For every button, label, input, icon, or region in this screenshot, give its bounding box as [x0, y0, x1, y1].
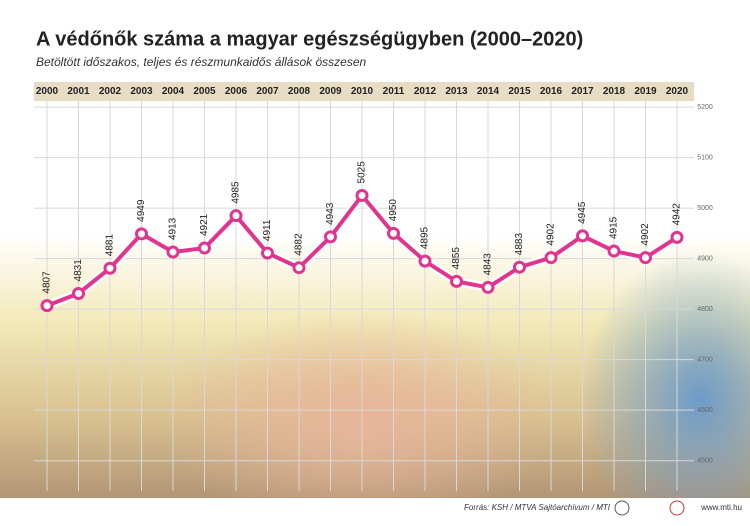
source: Forrás: KSH / MTVA Sajtóarchívum / MTI [464, 503, 611, 512]
photo-sleeve [580, 250, 750, 526]
marker [261, 246, 274, 260]
marker [166, 245, 180, 259]
chart-title: A védőnők száma a magyar egészségügyben … [36, 28, 583, 50]
y-tick-label: 4800 [697, 306, 713, 313]
data-label: 4882 [294, 233, 305, 256]
marker [229, 209, 243, 223]
data-label: 4843 [483, 253, 494, 276]
data-label: 4985 [231, 181, 242, 204]
data-label: 4831 [73, 259, 84, 282]
data-label: 4921 [199, 213, 210, 236]
marker [544, 251, 558, 265]
chart-subtitle: Betöltött időszakos, teljes és részmunka… [36, 55, 366, 69]
x-tick-label: 2001 [67, 86, 90, 97]
x-tick-label: 2003 [130, 86, 153, 97]
marker [135, 227, 148, 241]
x-tick-label: 2007 [256, 86, 279, 97]
data-label: 4902 [640, 223, 651, 246]
data-label: 4881 [105, 234, 116, 257]
marker [481, 280, 495, 294]
data-label: 4949 [136, 199, 147, 222]
marker [324, 230, 337, 244]
x-tick-label: 2020 [666, 86, 689, 97]
x-tick-label: 2004 [162, 86, 185, 97]
data-label: 4883 [514, 233, 525, 256]
y-tick-label: 5200 [697, 104, 713, 111]
marker [576, 229, 589, 243]
data-label: 4895 [420, 226, 431, 249]
data-label: 5025 [357, 161, 368, 184]
x-tick-label: 2002 [99, 86, 122, 97]
data-label: 4950 [388, 199, 399, 222]
x-tick-label: 2018 [603, 86, 626, 97]
marker [607, 244, 621, 258]
y-tick-label: 4600 [697, 407, 713, 414]
marker [103, 261, 117, 275]
marker [418, 254, 432, 268]
marker [72, 286, 85, 300]
x-tick-label: 2000 [36, 86, 59, 97]
year-band [34, 82, 694, 101]
data-label: 4902 [546, 223, 557, 246]
marker [387, 226, 400, 240]
footer-band [0, 498, 750, 521]
data-label: 4807 [42, 271, 53, 294]
x-tick-label: 2014 [477, 86, 500, 97]
x-tick-label: 2016 [540, 86, 563, 97]
photo-hands [160, 310, 560, 526]
data-label: 4945 [577, 201, 588, 224]
y-tick-label: 5100 [697, 154, 713, 161]
marker [292, 261, 306, 275]
website: www.mti.hu [700, 503, 742, 512]
x-tick-label: 2015 [508, 86, 531, 97]
data-label: 4911 [262, 219, 273, 241]
logo-mti [614, 500, 630, 516]
marker [670, 230, 684, 244]
marker [513, 260, 526, 274]
data-label: 4913 [168, 217, 179, 240]
marker [450, 274, 463, 288]
x-tick-label: 2019 [634, 86, 657, 97]
y-tick-label: 4500 [697, 458, 713, 465]
y-tick-label: 4700 [697, 357, 713, 364]
x-tick-label: 2008 [288, 86, 311, 97]
x-tick-label: 2011 [383, 86, 405, 97]
marker [355, 188, 369, 202]
logo-mtva [669, 500, 685, 516]
x-tick-label: 2017 [571, 86, 594, 97]
data-label: 4942 [672, 203, 683, 226]
y-tick-label: 5000 [697, 205, 713, 212]
x-tick-label: 2013 [445, 86, 468, 97]
marker [40, 299, 54, 313]
marker [198, 241, 211, 255]
x-tick-label: 2006 [225, 86, 248, 97]
x-tick-label: 2005 [193, 86, 216, 97]
data-label: 4855 [451, 247, 462, 270]
data-label: 4943 [325, 202, 336, 225]
marker [639, 251, 652, 265]
x-tick-label: 2012 [414, 86, 437, 97]
x-tick-label: 2009 [319, 86, 342, 97]
x-tick-label: 2010 [351, 86, 374, 97]
data-label: 4915 [609, 216, 620, 239]
y-tick-label: 4900 [697, 255, 713, 262]
